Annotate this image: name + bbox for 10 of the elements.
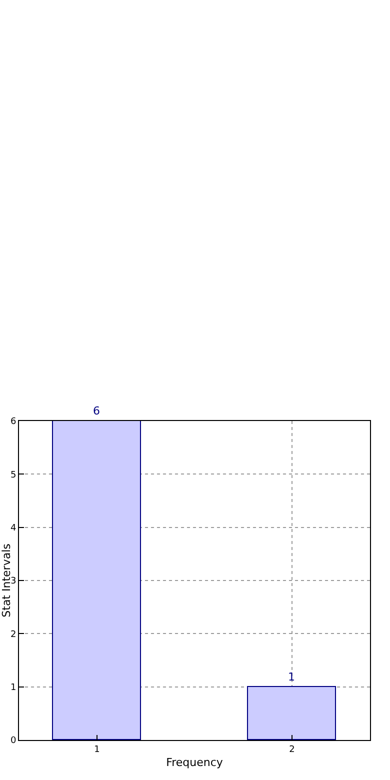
y-tick-label: 6 xyxy=(10,417,16,428)
x-axis-title: Frequency xyxy=(166,756,224,769)
data-label: 6 xyxy=(93,404,100,418)
y-tick-label: 4 xyxy=(10,523,16,534)
y-tick-label: 5 xyxy=(10,470,16,480)
y-tick-label: 3 xyxy=(10,576,16,587)
data-label: 1 xyxy=(288,670,295,684)
y-tick-label: 0 xyxy=(10,736,16,746)
y-tick-label: 1 xyxy=(10,682,16,693)
y-tick-label: 2 xyxy=(10,630,16,640)
